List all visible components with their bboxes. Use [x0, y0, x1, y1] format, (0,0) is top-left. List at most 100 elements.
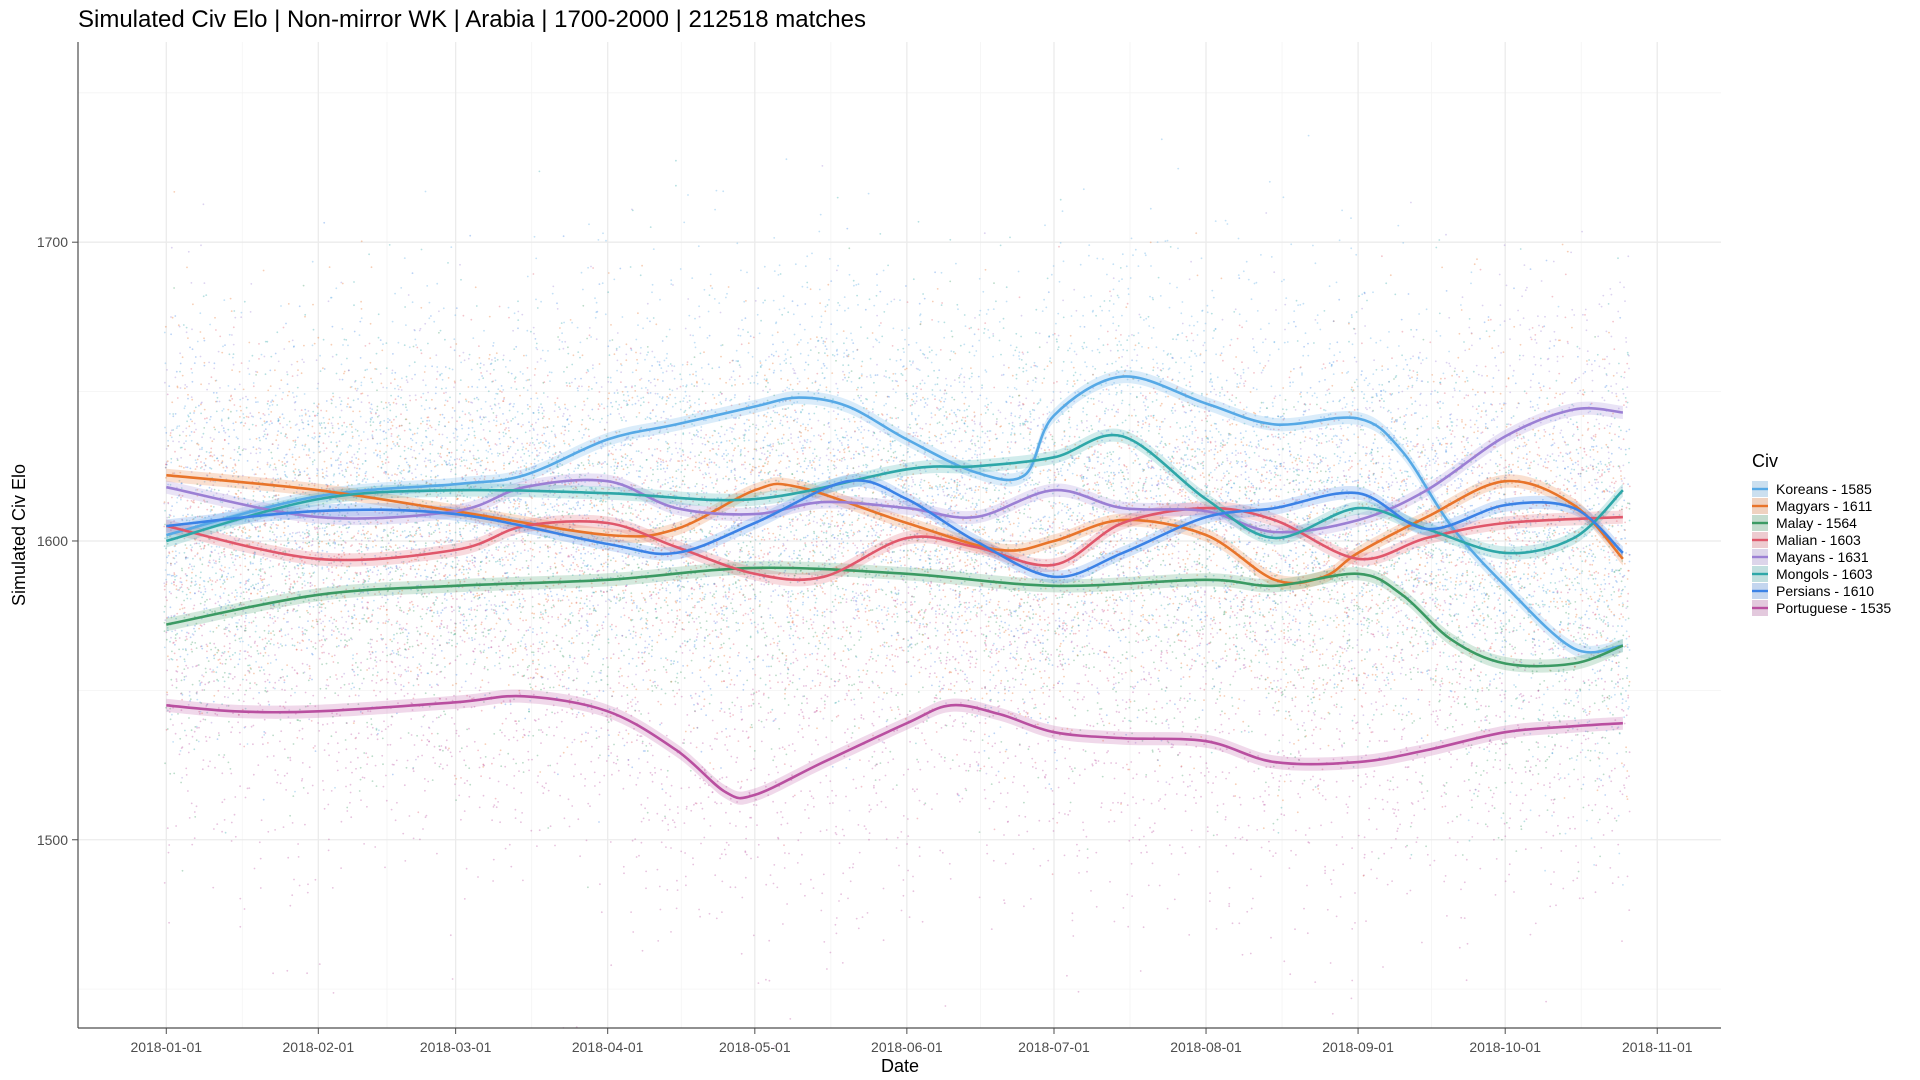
scatter-point	[525, 354, 528, 357]
scatter-point	[1097, 338, 1100, 340]
scatter-point	[910, 364, 912, 366]
scatter-point	[476, 592, 478, 595]
scatter-point	[763, 471, 766, 474]
scatter-point	[1306, 459, 1309, 462]
scatter-point	[848, 514, 851, 516]
scatter-point	[1509, 791, 1512, 793]
scatter-point	[316, 604, 319, 606]
scatter-point	[332, 474, 335, 477]
scatter-point	[1052, 391, 1055, 393]
scatter-point	[779, 422, 782, 425]
scatter-point	[1532, 755, 1534, 758]
scatter-point	[316, 472, 319, 475]
scatter-point	[888, 433, 891, 436]
scatter-point	[663, 359, 666, 362]
scatter-point	[1351, 401, 1354, 403]
scatter-point	[325, 467, 328, 469]
scatter-point	[386, 444, 389, 447]
scatter-point	[1265, 567, 1268, 569]
scatter-point	[1125, 265, 1128, 268]
scatter-point	[244, 583, 246, 586]
scatter-point	[221, 351, 224, 354]
scatter-point	[387, 417, 389, 420]
scatter-point	[802, 595, 804, 598]
scatter-point	[619, 532, 622, 535]
scatter-point	[186, 557, 189, 559]
scatter-point	[347, 344, 349, 347]
scatter-point	[875, 394, 877, 397]
scatter-point	[1603, 578, 1606, 581]
scatter-point	[1298, 541, 1300, 543]
scatter-point	[358, 334, 361, 336]
scatter-point	[212, 669, 215, 671]
scatter-point	[587, 266, 589, 269]
scatter-point	[498, 475, 501, 477]
scatter-point	[679, 268, 682, 270]
scatter-point	[164, 569, 167, 571]
scatter-point	[976, 606, 979, 609]
scatter-point	[860, 431, 862, 434]
scatter-point	[842, 330, 845, 332]
scatter-point	[521, 658, 524, 661]
scatter-point	[638, 527, 641, 530]
scatter-point	[454, 574, 456, 577]
scatter-point	[1380, 663, 1383, 666]
scatter-point	[456, 435, 459, 438]
scatter-point	[460, 361, 462, 364]
scatter-point	[1180, 312, 1183, 315]
scatter-point	[1219, 445, 1222, 447]
scatter-point	[859, 630, 862, 633]
scatter-point	[988, 601, 991, 604]
scatter-point	[1259, 407, 1262, 409]
scatter-point	[259, 530, 262, 532]
scatter-point	[203, 547, 206, 549]
scatter-point	[828, 472, 831, 474]
scatter-point	[599, 421, 601, 423]
scatter-point	[512, 460, 515, 462]
scatter-point	[439, 452, 442, 455]
scatter-point	[1129, 277, 1132, 279]
scatter-point	[476, 461, 478, 464]
scatter-point	[987, 592, 990, 595]
scatter-point	[883, 404, 886, 407]
scatter-point	[1380, 588, 1382, 591]
scatter-point	[337, 535, 340, 538]
scatter-point	[1287, 322, 1290, 325]
scatter-point	[1181, 441, 1184, 444]
scatter-point	[902, 366, 904, 368]
scatter-point	[484, 743, 487, 745]
scatter-point	[285, 433, 287, 436]
scatter-point	[1156, 425, 1158, 428]
scatter-point	[516, 507, 519, 510]
scatter-point	[283, 521, 285, 524]
scatter-point	[525, 447, 527, 450]
scatter-point	[961, 631, 964, 634]
scatter-point	[862, 554, 865, 556]
scatter-point	[294, 532, 297, 535]
scatter-point	[1033, 689, 1036, 691]
scatter-point	[398, 590, 401, 593]
scatter-point	[400, 424, 403, 427]
scatter-point	[691, 469, 694, 472]
scatter-point	[515, 469, 518, 472]
scatter-point	[1272, 405, 1274, 408]
scatter-point	[944, 398, 947, 400]
scatter-point	[302, 448, 305, 451]
scatter-point	[920, 320, 922, 323]
scatter-point	[1159, 475, 1162, 477]
scatter-point	[1543, 540, 1546, 543]
scatter-point	[1353, 698, 1356, 701]
scatter-point	[621, 675, 623, 677]
scatter-point	[1103, 471, 1106, 474]
scatter-point	[1361, 390, 1363, 393]
scatter-point	[1378, 383, 1381, 386]
scatter-point	[383, 419, 386, 422]
scatter-point	[312, 626, 315, 629]
scatter-point	[164, 325, 167, 328]
scatter-point	[652, 248, 655, 251]
scatter-point	[985, 397, 988, 400]
scatter-point	[1253, 282, 1256, 285]
scatter-point	[418, 564, 421, 567]
scatter-point	[698, 403, 700, 406]
scatter-point	[1270, 256, 1273, 258]
